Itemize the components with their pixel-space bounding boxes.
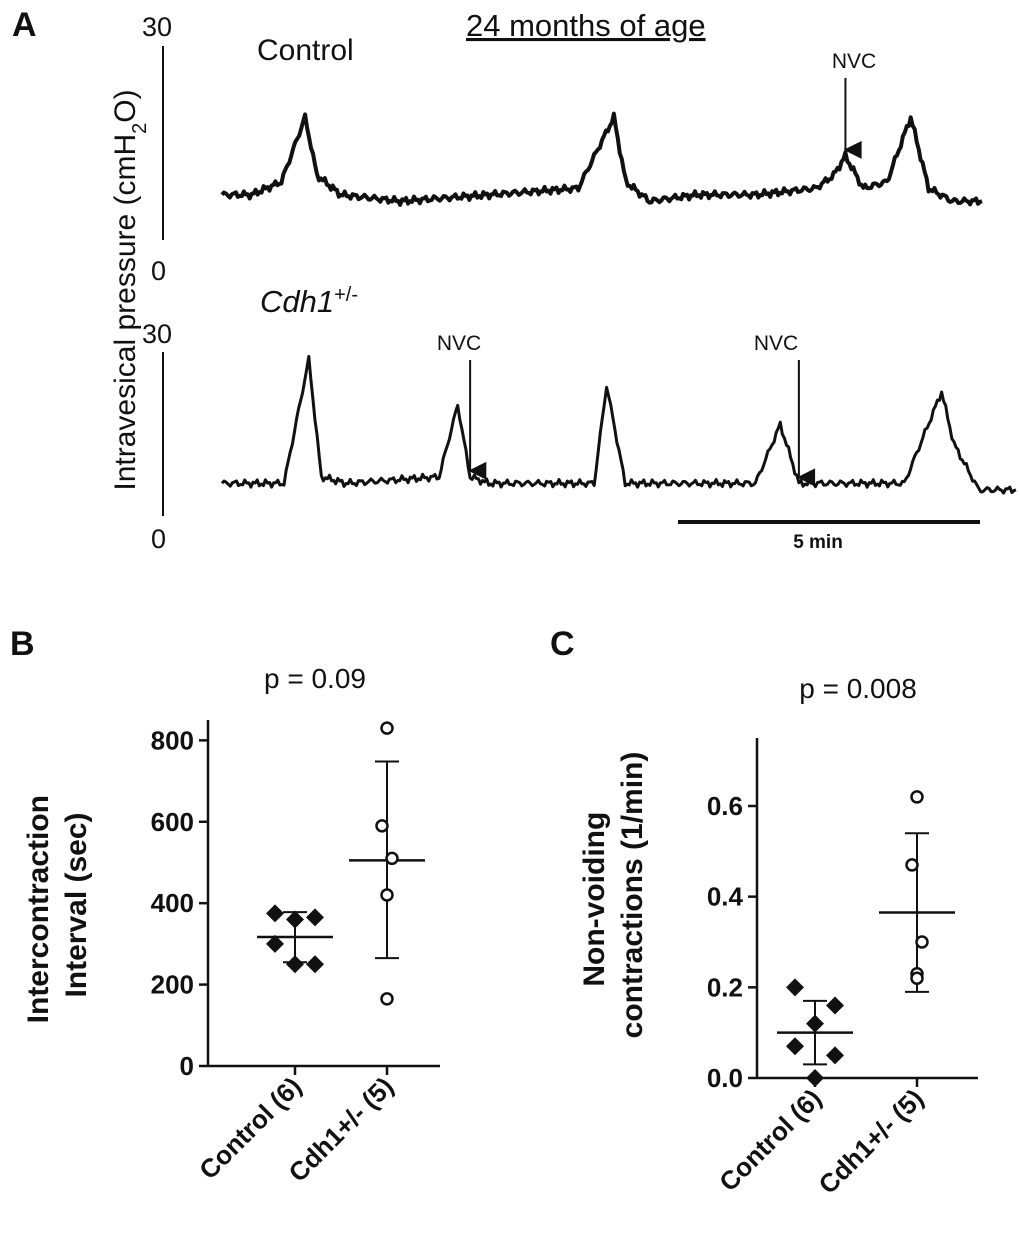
trace-cdh1-nvc-label-2: NVC xyxy=(754,332,798,355)
plot-b-point-cdh1 xyxy=(380,992,394,1006)
plot-b-point-control xyxy=(266,934,284,953)
panel-c-letter: C xyxy=(550,625,575,663)
panel-b-ylabel-line2: Interval (sec) xyxy=(60,812,93,997)
panel-a: A 24 months of age Intravesical pressure… xyxy=(12,6,1017,554)
plot-c-xtick-label: Cdh1+/- (5) xyxy=(813,1083,930,1200)
plot-c-point-control xyxy=(786,1037,804,1056)
plot-b-ytick-label: 400 xyxy=(151,888,194,918)
plot-b-point-cdh1 xyxy=(385,851,399,866)
panel-a-letter: A xyxy=(12,6,37,44)
trace-cdh1-line xyxy=(220,354,1017,495)
panel-b-pvalue: p = 0.09 xyxy=(264,663,366,694)
plot-c-point-cdh1 xyxy=(910,971,924,986)
plot-c-point-cdh1 xyxy=(915,935,929,949)
plot-c-point-cdh1 xyxy=(910,790,924,804)
plot-c-point-control xyxy=(826,996,844,1015)
panel-a-ylabel-sub: 2 xyxy=(129,123,151,134)
plot-b-point-cdh1 xyxy=(380,888,394,902)
trace-cdh1-ymin: 0 xyxy=(151,524,166,554)
plot-c: 0.0 0.2 0.4 0.6 Control (6)Cdh1+/- (5) xyxy=(707,738,978,1200)
plot-b-ytick-label: 800 xyxy=(151,725,194,755)
trace-control-ymax: 30 xyxy=(142,12,172,42)
trace-control-ymin: 0 xyxy=(151,256,166,286)
plot-c-point-control xyxy=(806,1069,824,1087)
trace-cdh1-name-main: Cdh1 xyxy=(260,284,334,319)
plot-b-point-cdh1 xyxy=(380,721,394,735)
panel-a-title: 24 months of age xyxy=(466,8,706,43)
trace-cdh1-name: Cdh1+/- xyxy=(260,284,358,319)
trace-cdh1-ymax: 30 xyxy=(142,319,172,349)
plot-b-point-control xyxy=(306,955,324,974)
panel-c: C p = 0.008 Non-voiding contractions (1/… xyxy=(550,625,978,1200)
panel-a-ylabel: Intravesical pressure (cmH2O) xyxy=(109,89,151,490)
time-scalebar-label: 5 min xyxy=(793,532,843,553)
panel-b-letter: B xyxy=(10,625,35,663)
plot-b-ytick-label: 600 xyxy=(151,807,194,837)
trace-cdh1-nvc-label-1: NVC xyxy=(437,332,481,355)
plot-b-point-control xyxy=(266,904,284,923)
plot-b-ytick-label: 200 xyxy=(151,970,194,1000)
trace-cdh1: Cdh1+/- 30 0 NVC NVC xyxy=(142,284,1017,554)
panel-b-ylabel: Intercontraction Interval (sec) xyxy=(22,787,93,1024)
trace-control-nvc-label: NVC xyxy=(832,50,876,73)
plot-c-ytick-label: 0.0 xyxy=(707,1063,743,1093)
plot-b-point-control xyxy=(286,955,304,974)
plot-c-point-control xyxy=(826,1046,844,1065)
panel-c-ylabel-line1: Non-voiding xyxy=(578,812,611,987)
plot-b-point-control xyxy=(286,910,304,929)
panel-c-ylabel-line2: contractions (1/min) xyxy=(616,752,649,1039)
panel-c-pvalue: p = 0.008 xyxy=(799,673,917,704)
trace-cdh1-name-sup: +/- xyxy=(334,284,358,306)
trace-control: 30 0 Control NVC xyxy=(142,12,983,286)
plot-c-point-cdh1 xyxy=(905,858,919,872)
panel-b-ylabel-line1: Intercontraction xyxy=(22,795,55,1023)
plot-c-point-control xyxy=(806,1014,824,1033)
plot-b-point-cdh1 xyxy=(375,819,389,833)
trace-control-name: Control xyxy=(257,34,354,67)
trace-control-line xyxy=(220,111,983,207)
plot-c-ytick-label: 0.2 xyxy=(707,972,743,1002)
plot-c-point-control xyxy=(786,978,804,997)
plot-c-xtick-label: Control (6) xyxy=(713,1083,827,1197)
plot-c-ytick-label: 0.4 xyxy=(707,882,744,912)
panel-a-ylabel-tail: O) xyxy=(109,89,142,122)
plot-b-point-control xyxy=(306,908,324,927)
panel-b: B p = 0.09 Intercontraction Interval (se… xyxy=(10,625,440,1188)
panel-c-ylabel: Non-voiding contractions (1/min) xyxy=(578,752,649,1039)
plot-b-ytick-label: 0 xyxy=(180,1051,194,1081)
panel-a-ylabel-main: Intravesical pressure (cmH xyxy=(109,134,142,491)
plot-c-ytick-label: 0.6 xyxy=(707,791,743,821)
